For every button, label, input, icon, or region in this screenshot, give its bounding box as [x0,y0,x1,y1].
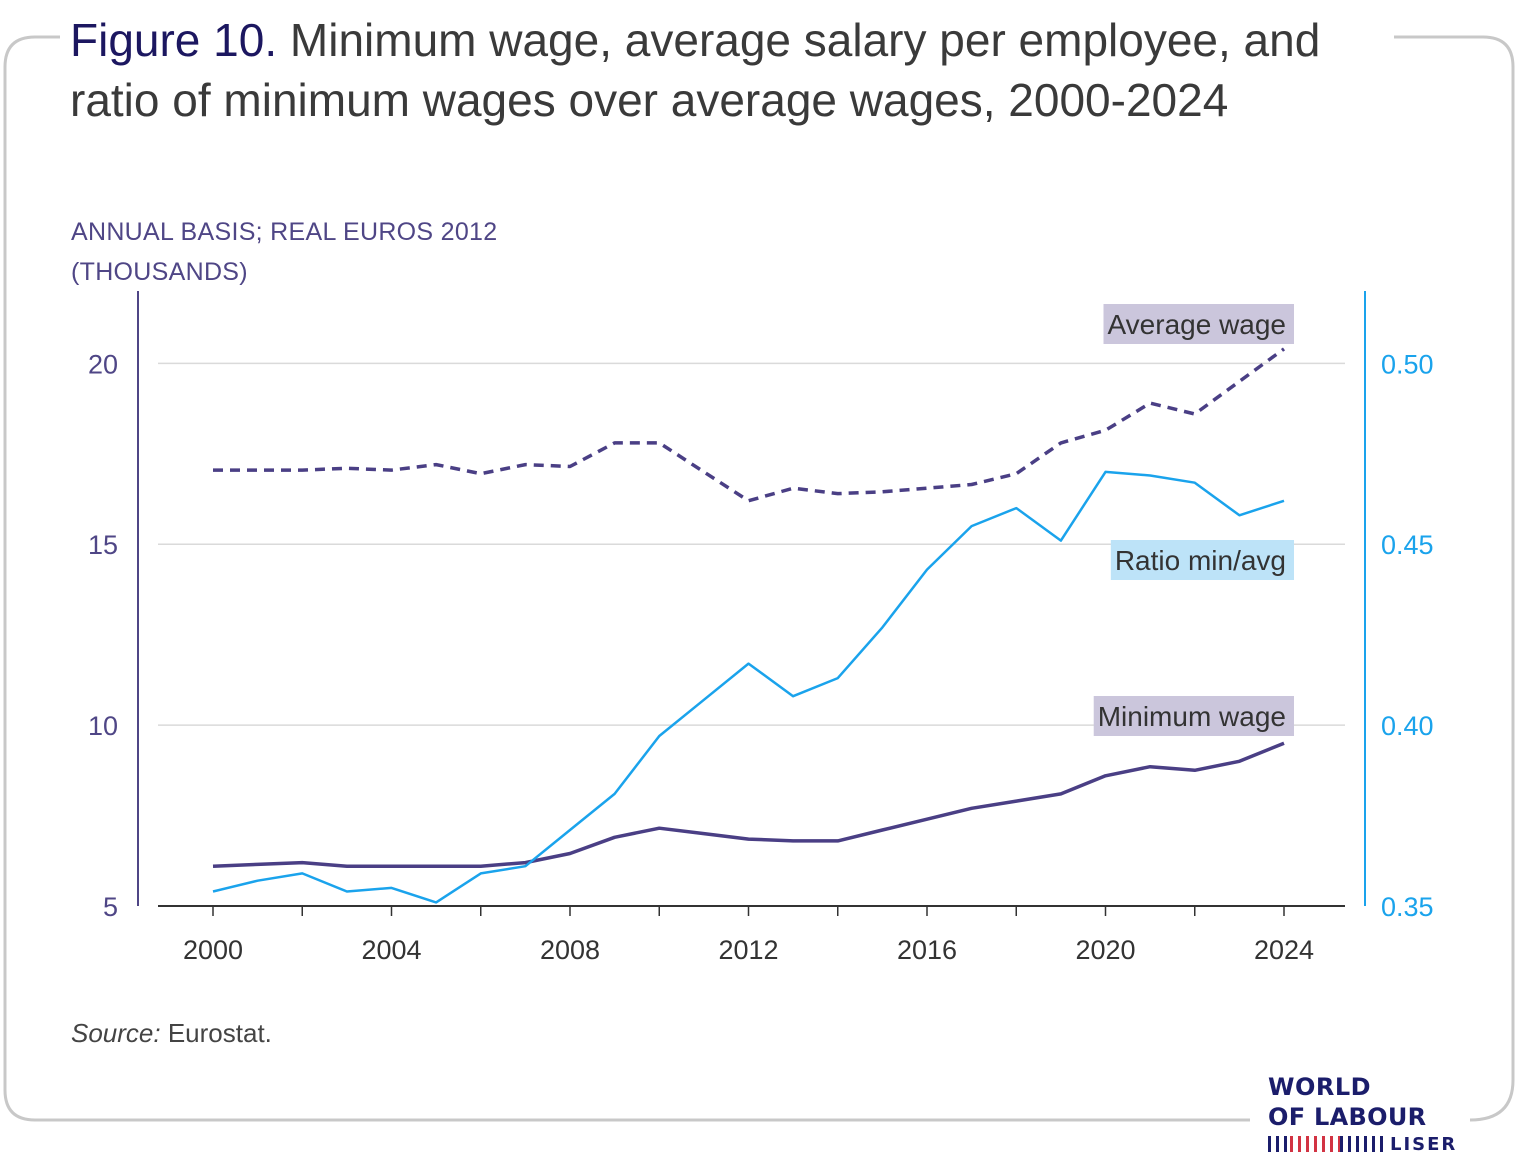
world-of-labour-logo: WORLD OF LABOUR LISER [1268,1072,1458,1155]
average-wage-label: Average wage [1108,309,1287,340]
logo-line-3: LISER [1268,1133,1458,1155]
axes: 5 10 15 20 0.35 0.40 0.45 0.50 2000 2004 2008 2012 2… [88,291,1434,965]
y-unit-line-1: ANNUAL BASIS; REAL EUROS 2012 [71,218,498,246]
average-wage-line [213,347,1286,503]
y-right-tick-label: 0.45 [1381,530,1434,560]
x-tick-label: 2016 [897,935,957,965]
logo-bars-graphic [1268,1136,1386,1152]
y-left-tick-label: 10 [88,711,118,741]
y-left-tick-label: 5 [103,892,118,922]
logo-line-2: OF LABOUR [1268,1103,1427,1131]
series-labels: Average wage Ratio min/avg Minimum wage [1093,304,1294,736]
average-wage-label-group: Average wage [1103,304,1294,344]
ratio-label-background [1110,540,1294,580]
series-lines [212,347,1286,904]
minimum-wage-line [212,741,1285,868]
minimum-wage-label-background [1093,696,1294,736]
y-left-tick-label: 20 [88,349,118,379]
y-axis-unit-label: ANNUAL BASIS; REAL EUROS 2012 (THOUSANDS… [71,212,497,292]
y-left-tick-label: 15 [88,530,118,560]
x-tick-label: 2024 [1254,935,1314,965]
source-label: Source: [71,1018,161,1048]
chart-title: Figure 10. Minimum wage, average salary … [70,10,1394,130]
logo-liser: LISER [1390,1133,1458,1155]
minimum-wage-label-group: Minimum wage [1093,696,1294,736]
source-text: Eurostat. [167,1018,272,1048]
minimum-wage-label: Minimum wage [1098,701,1286,732]
x-tick-label: 2020 [1075,935,1135,965]
x-tick-label: 2000 [183,935,243,965]
y-right-tick-label: 0.35 [1381,892,1434,922]
source-note: Source: Eurostat. [71,1018,272,1049]
x-tick-label: 2004 [361,935,421,965]
figure-label: Figure 10. [70,14,278,66]
ratio-label-group: Ratio min/avg [1110,540,1294,580]
y-right-tick-label: 0.40 [1381,711,1434,741]
ratio-line [212,470,1285,904]
average-wage-label-background [1103,304,1294,344]
y-unit-line-2: (THOUSANDS) [71,258,248,286]
y-right-tick-label: 0.50 [1381,349,1434,379]
x-tick-label: 2008 [540,935,600,965]
x-tick-label: 2012 [718,935,778,965]
title-text: Minimum wage, average salary per employe… [70,14,1321,126]
logo-line-1: WORLD [1268,1073,1372,1101]
ratio-label: Ratio min/avg [1115,545,1286,576]
